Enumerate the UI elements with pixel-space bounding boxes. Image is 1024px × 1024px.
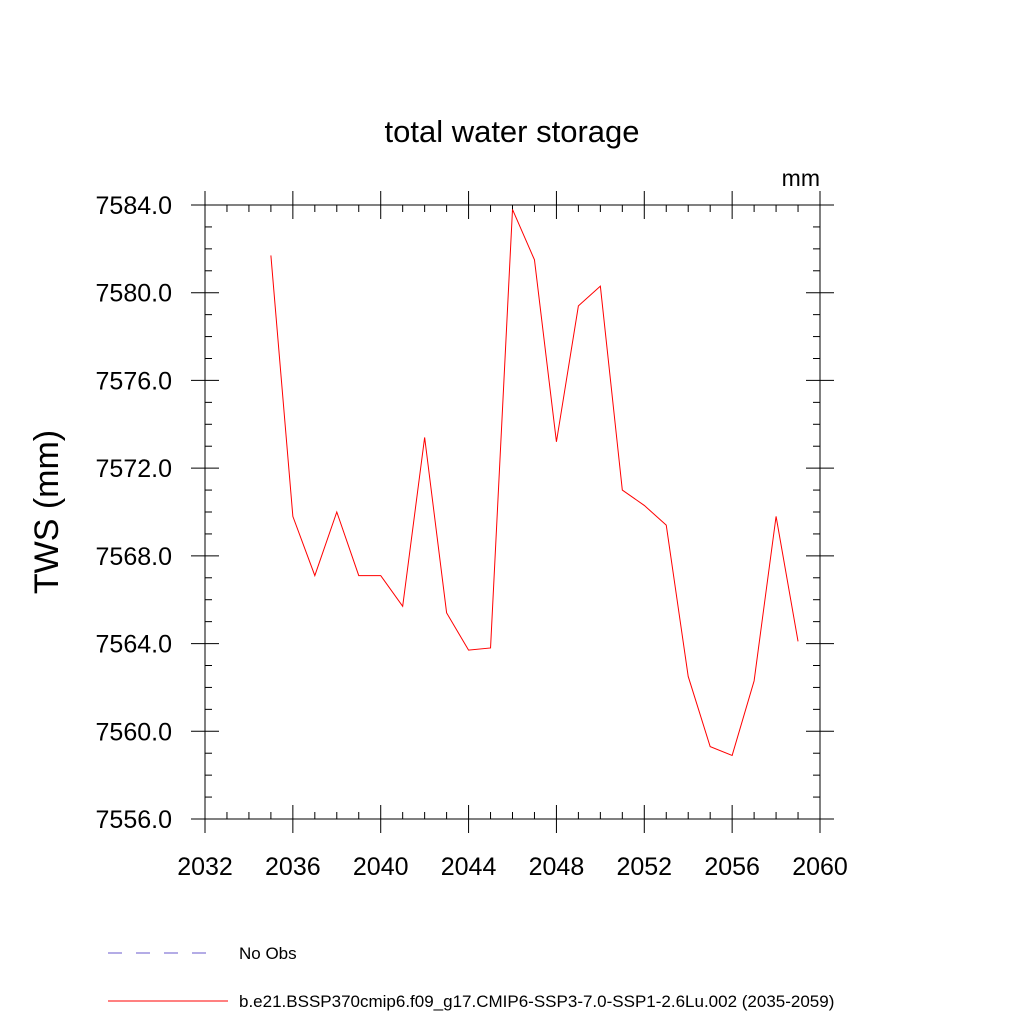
- y-tick-label: 7560.0: [96, 718, 172, 746]
- x-tick-label: 2048: [529, 853, 585, 881]
- x-tick-label: 2052: [616, 853, 672, 881]
- y-tick-label: 7576.0: [96, 367, 172, 395]
- y-tick-label: 7556.0: [96, 806, 172, 834]
- y-tick-label: 7572.0: [96, 455, 172, 483]
- series-line-tws: [270, 209, 799, 757]
- series-layer: [270, 209, 799, 757]
- x-tick-label: 2036: [265, 853, 321, 881]
- x-tick-label: 2060: [792, 853, 848, 881]
- legend-label-no-obs: No Obs: [239, 944, 297, 963]
- x-tick-label: 2044: [441, 853, 497, 881]
- x-tick-label: 2056: [704, 853, 760, 881]
- x-tick-label: 2032: [177, 853, 233, 881]
- y-tick-label: 7584.0: [96, 192, 172, 220]
- legend-label-model: b.e21.BSSP370cmip6.f09_g17.CMIP6-SSP3-7.…: [239, 992, 834, 1011]
- y-axis-ticks: [191, 204, 834, 820]
- y-axis-tick-labels: 7556.0 7560.0 7564.0 7568.0 7572.0 7576.0 7580…: [96, 192, 172, 834]
- x-axis-tick-labels: 2032 2036 2040 2044 2048 2052 2056 2060: [177, 853, 848, 881]
- y-tick-label: 7568.0: [96, 543, 172, 571]
- y-tick-label: 7564.0: [96, 631, 172, 659]
- units-label: mm: [782, 165, 820, 191]
- y-axis-label: TWS (mm): [28, 430, 66, 594]
- legend: No Obs b.e21.BSSP370cmip6.f09_g17.CMIP6-…: [108, 944, 834, 1011]
- x-tick-label: 2040: [353, 853, 409, 881]
- chart-title: total water storage: [384, 114, 639, 149]
- y-tick-label: 7580.0: [96, 280, 172, 308]
